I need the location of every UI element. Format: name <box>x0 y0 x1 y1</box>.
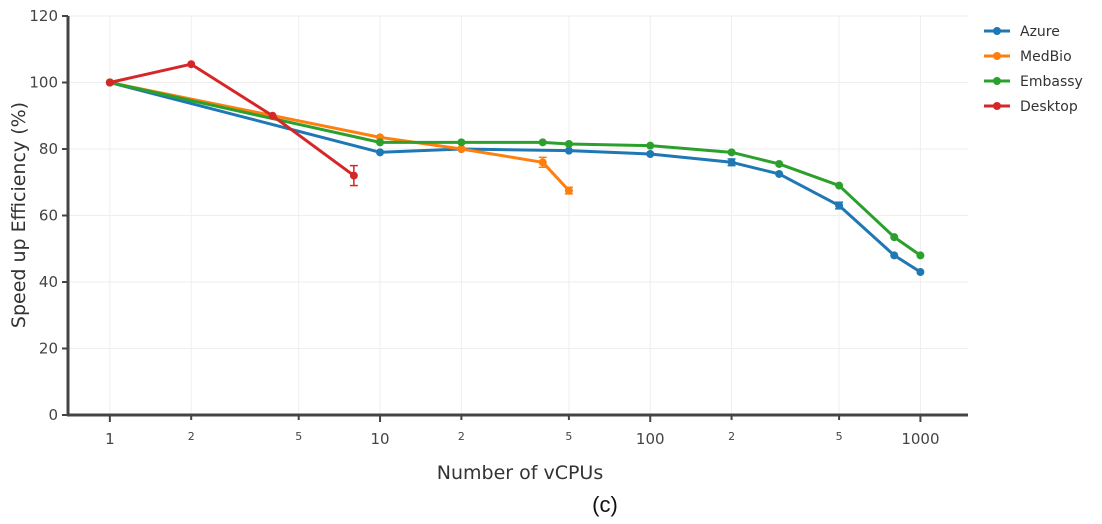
y-tick-label: 0 <box>48 406 58 424</box>
series-line-embassy <box>109 81 922 257</box>
y-tick-label: 20 <box>39 340 58 358</box>
x-minor-tick-label: 5 <box>295 430 302 443</box>
legend-label: MedBio <box>1020 49 1072 65</box>
series-embassy <box>105 78 925 260</box>
data-point-desktop[interactable] <box>268 111 277 120</box>
series-layer <box>105 60 925 277</box>
series-line-desktop <box>109 62 355 177</box>
data-point-embassy[interactable] <box>538 138 547 147</box>
x-tick-label: 1 <box>105 430 115 448</box>
data-point-embassy[interactable] <box>916 251 925 260</box>
x-minor-tick-label: 2 <box>728 430 735 443</box>
x-tick-label: 100 <box>636 430 665 448</box>
series-desktop <box>105 60 358 187</box>
legend-label: Azure <box>1020 24 1060 40</box>
data-point-embassy[interactable] <box>376 138 385 147</box>
legend-swatch-marker <box>993 52 1001 60</box>
legend-item-medbio[interactable]: MedBio <box>984 49 1072 65</box>
legend-item-embassy[interactable]: Embassy <box>984 74 1083 90</box>
data-point-embassy[interactable] <box>775 159 784 168</box>
legend-label: Embassy <box>1020 74 1083 90</box>
data-point-azure[interactable] <box>916 268 925 277</box>
series-line-azure <box>109 81 922 274</box>
y-tick-label: 100 <box>29 74 58 92</box>
legend-item-azure[interactable]: Azure <box>984 24 1060 40</box>
grid-layer <box>68 15 968 415</box>
legend-label: Desktop <box>1020 99 1078 115</box>
data-point-embassy[interactable] <box>835 181 844 190</box>
x-minor-tick-label: 2 <box>188 430 195 443</box>
data-point-medbio[interactable] <box>538 158 547 167</box>
data-point-medbio[interactable] <box>564 186 573 195</box>
legend-swatch-marker <box>993 77 1001 85</box>
data-point-medbio[interactable] <box>457 145 466 153</box>
x-minor-tick-label: 2 <box>458 430 465 443</box>
data-point-desktop[interactable] <box>349 171 358 180</box>
y-tick-label: 40 <box>39 273 58 291</box>
legend-swatch-marker <box>993 102 1001 110</box>
data-point-azure[interactable] <box>646 149 655 158</box>
x-minor-tick-label: 5 <box>836 430 843 443</box>
legend-item-desktop[interactable]: Desktop <box>984 99 1078 115</box>
y-tick-label: 60 <box>39 207 58 225</box>
x-tick-label: 1000 <box>901 430 939 448</box>
data-point-desktop[interactable] <box>187 60 196 69</box>
data-point-desktop[interactable] <box>105 78 114 87</box>
x-axis-title: Number of vCPUs <box>437 462 604 484</box>
data-point-embassy[interactable] <box>727 148 736 157</box>
data-point-embassy[interactable] <box>457 138 466 147</box>
y-tick-label: 120 <box>29 7 58 25</box>
data-point-embassy[interactable] <box>646 141 655 150</box>
x-tick-label: 10 <box>370 430 389 448</box>
data-point-azure[interactable] <box>564 146 573 155</box>
x-minor-tick-label: 5 <box>565 430 572 443</box>
legend-swatch-marker <box>993 27 1001 35</box>
data-point-azure[interactable] <box>835 201 844 210</box>
data-point-embassy[interactable] <box>564 140 573 149</box>
data-point-azure[interactable] <box>775 169 784 178</box>
legend[interactable]: Azure MedBio Embassy Desktop <box>984 24 1083 115</box>
data-point-azure[interactable] <box>890 251 899 260</box>
data-point-embassy[interactable] <box>890 233 899 242</box>
data-point-azure[interactable] <box>376 148 385 157</box>
y-tick-label: 80 <box>39 140 58 158</box>
data-point-azure[interactable] <box>727 158 736 167</box>
figure-caption: (c) <box>592 492 618 517</box>
y-axis-title: Speed up Efficiency (%) <box>8 102 30 328</box>
